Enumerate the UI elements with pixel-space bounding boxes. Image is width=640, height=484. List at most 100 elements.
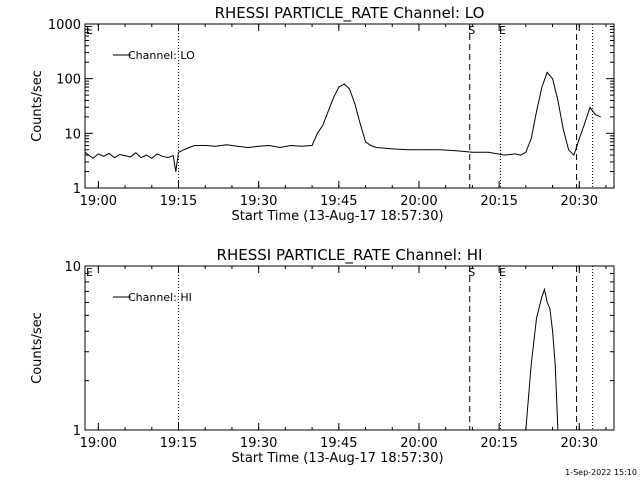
data-point	[546, 72, 548, 73]
data-point	[552, 330, 553, 332]
data-point	[327, 111, 329, 112]
data-point	[557, 100, 559, 101]
data-point	[98, 153, 99, 155]
data-point	[204, 145, 206, 146]
data-point	[290, 145, 292, 146]
data-point	[167, 157, 169, 159]
data-point	[215, 145, 217, 147]
data-point	[365, 141, 366, 143]
data-point	[423, 149, 425, 151]
data-point	[92, 157, 94, 159]
y-axis-label: Counts/sec	[30, 312, 45, 384]
y-axis-label: Counts/sec	[30, 70, 45, 142]
y-tick-label: 10	[64, 260, 81, 275]
data-point	[589, 106, 591, 108]
data-point	[530, 364, 532, 366]
data-point	[439, 149, 441, 151]
data-point	[140, 157, 142, 159]
data-point	[541, 86, 543, 88]
data-point	[175, 171, 177, 172]
data-point	[520, 154, 521, 156]
data-point	[343, 83, 345, 85]
data-point	[268, 145, 270, 146]
plot-frame	[84, 265, 615, 431]
legend-label: Channel: HI	[128, 291, 192, 304]
plot-frame	[84, 23, 615, 189]
data-point	[552, 78, 553, 80]
data-point	[146, 154, 147, 156]
data-point	[108, 153, 110, 154]
x-tick-label: 20:00	[400, 194, 437, 209]
data-point	[541, 296, 543, 298]
data-point	[130, 156, 131, 158]
x-tick-label: 20:30	[561, 436, 598, 451]
data-point	[530, 138, 532, 140]
corner-marker-label: E	[86, 24, 93, 37]
y-tick-label: 100	[56, 73, 81, 88]
panel-lo: RHESSI PARTICLE_RATE Channel: LO 19:00 19:…	[30, 4, 615, 224]
data-point	[456, 150, 457, 152]
data-point	[578, 138, 580, 140]
series-line	[85, 71, 601, 172]
x-tick-label: 20:30	[561, 194, 598, 209]
chart-title: RHESSI PARTICLE_RATE Channel: LO	[215, 4, 485, 23]
data-point	[183, 149, 185, 151]
data-point	[322, 124, 324, 126]
x-tick-label: 20:00	[400, 436, 437, 451]
y-tick-label: 1000	[48, 18, 81, 33]
data-point	[178, 151, 179, 153]
data-point	[391, 148, 393, 150]
series-line	[525, 287, 559, 430]
data-point	[188, 147, 190, 148]
data-point	[172, 155, 174, 157]
x-tick-label: 19:00	[80, 436, 117, 451]
x-tick-label: 20:15	[480, 194, 517, 209]
data-point	[525, 151, 527, 153]
data-point	[156, 153, 158, 155]
data-point	[311, 145, 313, 146]
data-point	[536, 111, 537, 112]
x-axis-label: Start Time (13-Aug-17 18:57:30)	[231, 451, 443, 466]
data-point	[557, 429, 559, 430]
data-point	[354, 103, 356, 104]
panel-hi: RHESSI PARTICLE_RATE Channel: HI 19:00 19:…	[30, 246, 615, 466]
data-point	[247, 147, 249, 148]
data-point	[333, 97, 334, 98]
data-point	[568, 149, 569, 151]
time-marker-label: S	[468, 24, 475, 37]
data-point	[135, 152, 137, 154]
x-tick-label: 19:30	[240, 436, 277, 451]
y-tick-label: 10	[64, 127, 81, 142]
x-tick-label: 19:45	[320, 436, 357, 451]
data-point	[594, 114, 596, 115]
chart-title: RHESSI PARTICLE_RATE Channel: HI	[217, 246, 483, 265]
footer-timestamp: 1-Sep-2022 15:10	[565, 468, 637, 477]
data-point	[194, 145, 195, 146]
data-point	[349, 88, 350, 90]
data-point	[85, 151, 86, 153]
data-point	[584, 123, 585, 125]
data-point	[162, 155, 163, 157]
x-tick-label: 19:00	[80, 194, 117, 209]
data-point	[258, 145, 260, 147]
time-marker-label: E	[499, 24, 506, 37]
data-point	[301, 145, 302, 147]
data-point	[359, 123, 361, 125]
data-point	[407, 149, 409, 151]
data-point	[151, 157, 153, 159]
legend-label: Channel: LO	[128, 49, 195, 62]
data-point	[279, 147, 281, 148]
data-point	[544, 289, 545, 290]
data-point	[549, 308, 551, 309]
data-point	[236, 145, 238, 147]
x-tick-label: 20:15	[480, 436, 517, 451]
x-axis-label: Start Time (13-Aug-17 18:57:30)	[231, 209, 443, 224]
data-point	[226, 144, 228, 146]
data-point	[554, 364, 556, 366]
data-point	[375, 147, 377, 148]
data-point	[370, 145, 372, 146]
x-tick-label: 19:15	[160, 194, 197, 209]
x-tick-label: 19:45	[320, 194, 357, 209]
